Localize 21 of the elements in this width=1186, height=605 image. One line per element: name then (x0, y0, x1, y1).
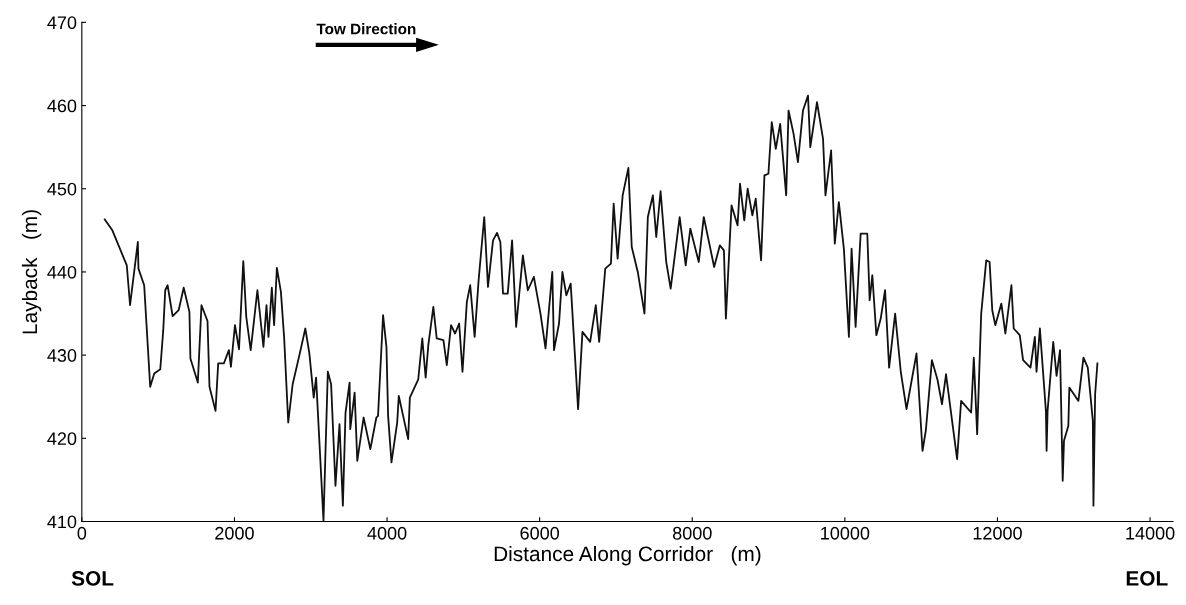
y-tick-label: 420 (47, 432, 77, 446)
y-tick-label: 450 (47, 182, 77, 196)
x-tick-label: 2000 (215, 526, 254, 540)
y-tick-label: 470 (47, 16, 77, 30)
x-tick-label: 10000 (821, 526, 870, 540)
x-tick-label: 0 (77, 526, 87, 540)
y-tick-label: 440 (47, 265, 77, 279)
y-tick-label: 430 (47, 349, 77, 362)
text: SOL (71, 571, 114, 586)
text: EOL (1126, 571, 1168, 586)
y-axis-title: Layback (m) (21, 210, 42, 334)
x-tick-label: 4000 (367, 526, 407, 540)
x-tick-label: 14000 (1126, 526, 1175, 540)
line-series (103, 94, 1099, 522)
x-tick-label: 12000 (973, 526, 1022, 540)
y-tick-label: 410 (47, 515, 77, 529)
x-tick-label: 6000 (520, 526, 560, 540)
x-tick-label: 8000 (672, 526, 712, 540)
x-axis-title: Distance Along Corridor (m) (494, 545, 761, 566)
y-tick-label: 460 (47, 99, 77, 113)
annotation: Tow Direction (316, 23, 416, 35)
